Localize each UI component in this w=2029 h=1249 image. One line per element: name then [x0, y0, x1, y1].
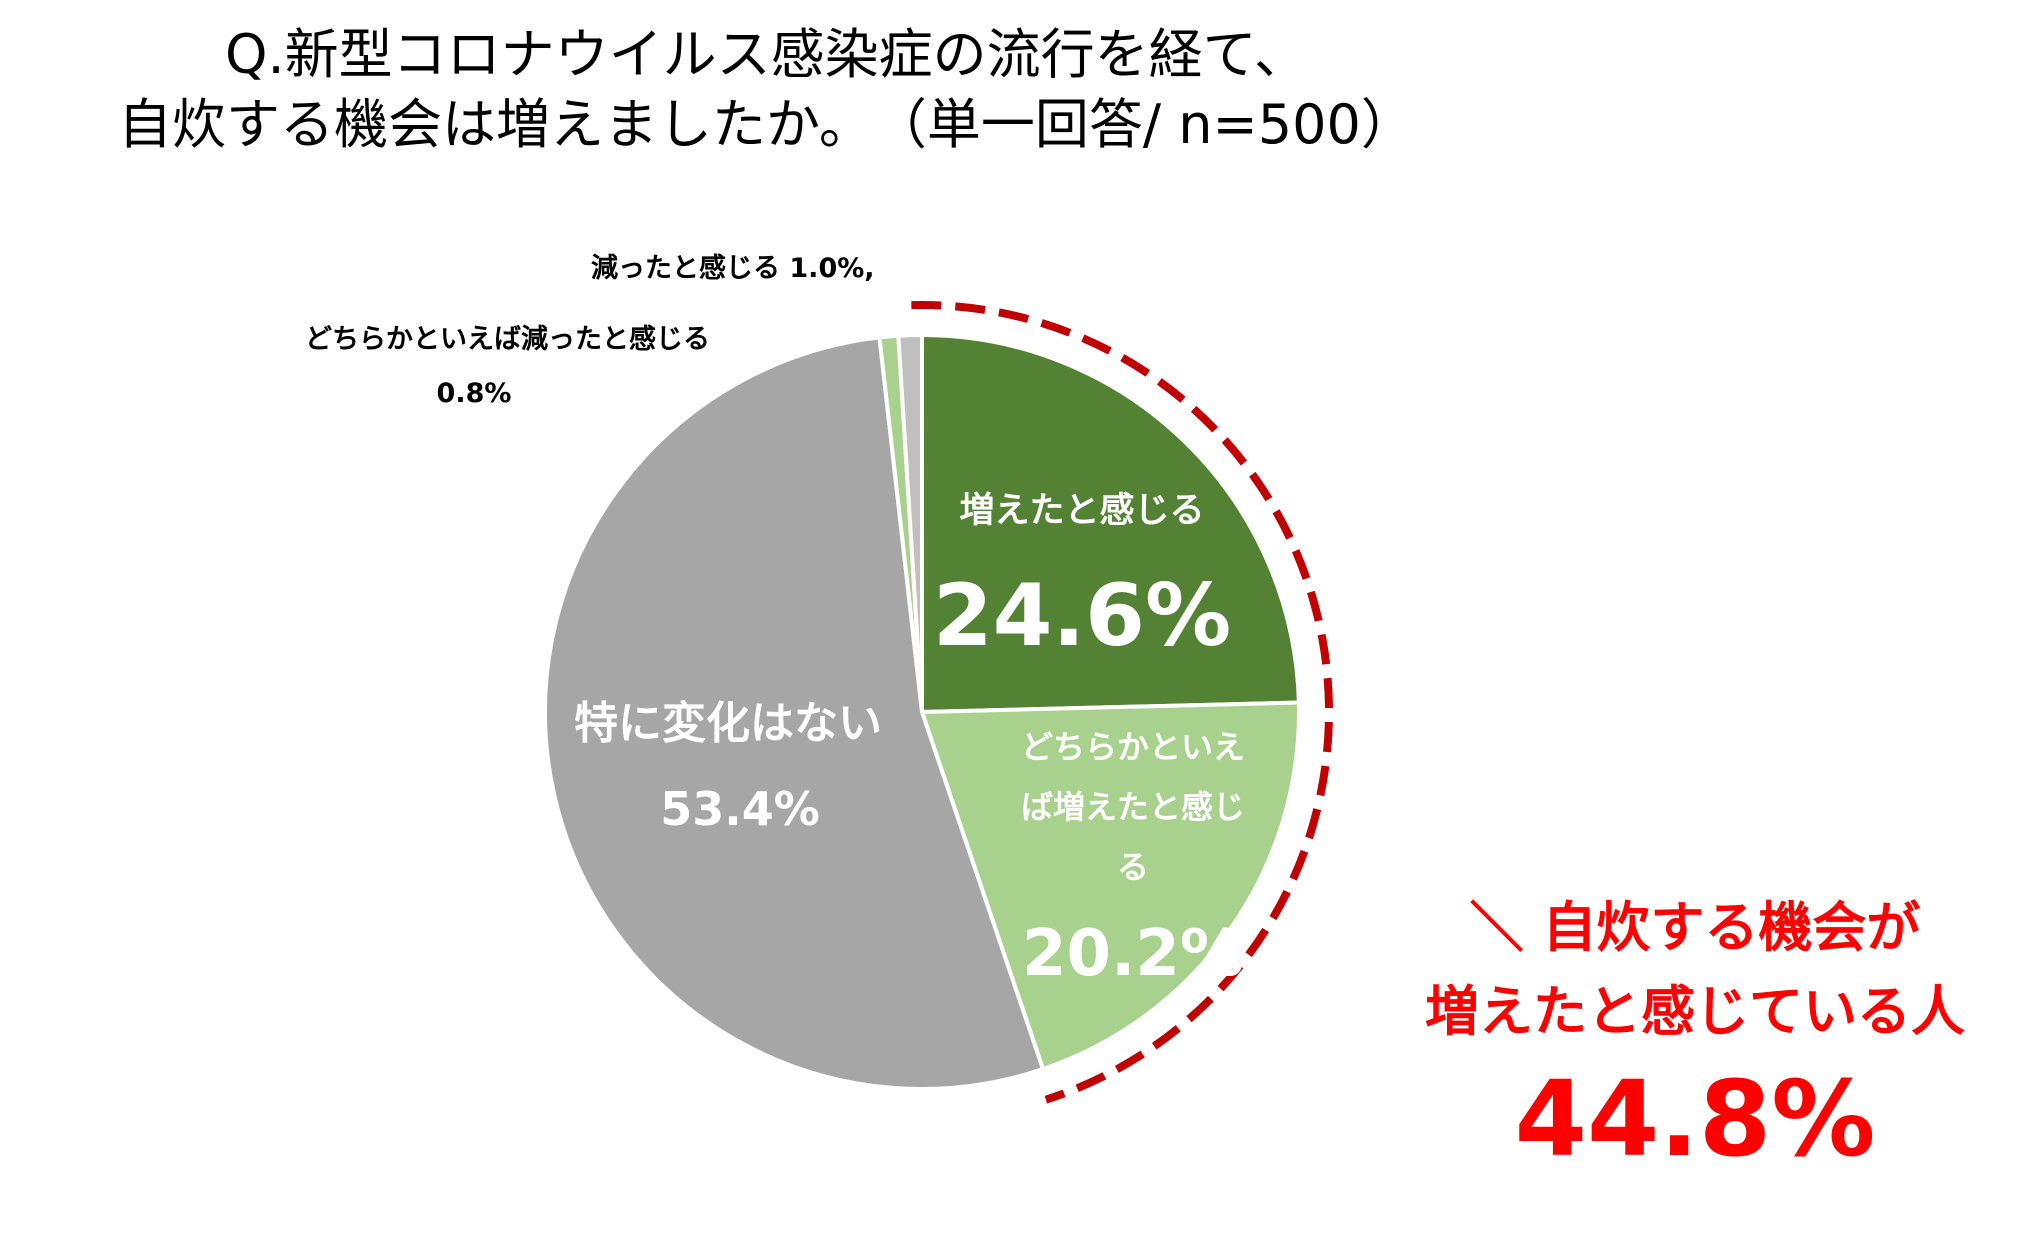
- slice-label-no-change: 特に変化はない: [574, 698, 882, 749]
- slice-value-somewhat-decreased: 0.8%: [437, 378, 512, 409]
- callout-dashed-arc: [911, 301, 1334, 1104]
- pie-slice-decreased: [896, 332, 924, 713]
- callout-value: 44.8%: [1515, 1058, 1876, 1180]
- pie-slice-increased: [920, 332, 1301, 715]
- slice-label-decreased: 減ったと感じる 1.0%,: [591, 252, 875, 284]
- slice-value-increased: 24.6%: [933, 566, 1231, 666]
- callout-line2: 増えたと感じている人: [1425, 980, 1965, 1043]
- pie-slice-no-change: [543, 335, 1046, 1091]
- slice-label-increased: 増えたと感じる: [959, 491, 1204, 531]
- chart-title-line1: Q.新型コロナウイルス感染症の流行を経て、: [225, 23, 1308, 86]
- pie-slice-somewhat-increased: [919, 700, 1301, 1072]
- slice-value-somewhat-increased: 20.2%: [1022, 917, 1244, 991]
- slice-label-somewhat-decreased: どちらかといえば減ったと感じる: [305, 323, 710, 355]
- slice-label-somewhat-increased-line1: どちらかといえ: [1021, 728, 1245, 766]
- chart-title: Q.新型コロナウイルス感染症の流行を経て、 自炊する機会は増えましたか。 （単一…: [0, 20, 2029, 160]
- callout-line1: ＼ 自炊する機会が: [1470, 896, 1921, 959]
- chart-title-line2: 自炊する機会は増えましたか。 （単一回答/ n=500）: [118, 93, 1415, 156]
- pie-slices: [543, 332, 1301, 1091]
- slice-label-somewhat-increased-line3: る: [1117, 848, 1149, 886]
- slice-value-no-change: 53.4%: [660, 782, 820, 836]
- slice-label-somewhat-increased-line2: ば増えたと感じ: [1021, 788, 1245, 826]
